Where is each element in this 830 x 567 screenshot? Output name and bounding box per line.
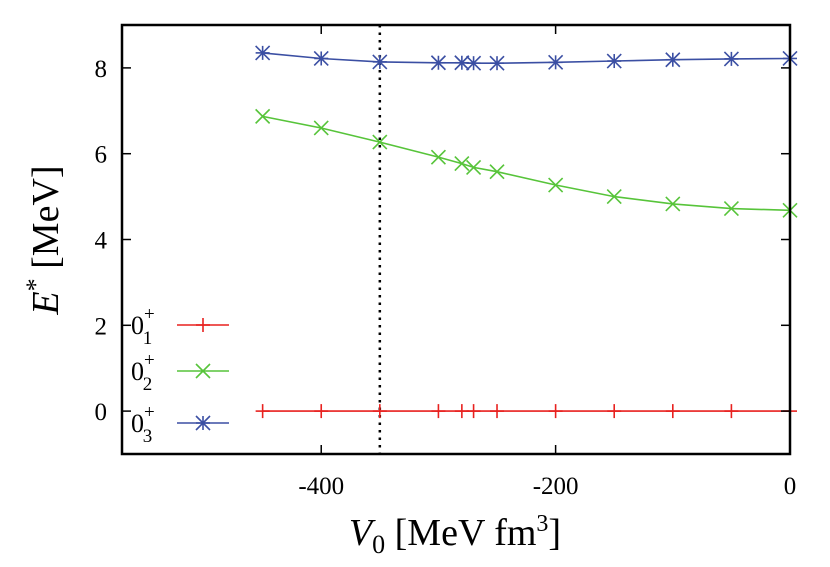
data-point [548, 54, 564, 70]
data-point [665, 52, 681, 68]
data-point [372, 54, 388, 70]
y-axis-label: E* [MeV] [21, 165, 67, 315]
data-point [430, 149, 446, 165]
legend: 0+ 10+ 2 0+ 3 [131, 304, 229, 447]
data-point [665, 404, 680, 419]
legend-marker [195, 363, 211, 379]
data-point [454, 404, 469, 419]
series-2 [255, 108, 798, 218]
x-tick-label: -200 [533, 473, 579, 500]
data-point [313, 50, 329, 67]
y-tick-label: 6 [95, 142, 108, 169]
data-point [431, 404, 446, 419]
data-point [724, 404, 739, 419]
legend-label: 0+ 2 [131, 350, 155, 395]
axis-labels: V0 [MeV fm3] E* [MeV] [21, 165, 561, 559]
x-axis-label: V0 [MeV fm3] [349, 511, 561, 559]
series-line [262, 115, 791, 212]
data-point [454, 156, 470, 172]
data-point [255, 45, 271, 61]
data-point [466, 55, 482, 71]
series-line [262, 52, 791, 65]
legend-entry-1: 0+ 1 [131, 304, 229, 349]
axes: 0 2 4 6 8 -400 -200 0 [95, 23, 797, 500]
y-tick-label: 0 [95, 399, 108, 426]
data-point [606, 189, 622, 205]
data-point [607, 404, 622, 419]
data-point [665, 196, 681, 212]
data-point [489, 55, 505, 71]
y-tick-label: 4 [95, 228, 108, 255]
series-3 [255, 45, 798, 71]
data-point [490, 404, 505, 419]
series-1 [255, 404, 797, 419]
legend-marker [196, 318, 210, 332]
data-point [548, 177, 564, 193]
data-point [372, 404, 387, 419]
legend-entry-2: 0+ 2 [131, 350, 229, 395]
data-point [430, 55, 446, 71]
y-tick-label: 8 [95, 56, 108, 83]
x-tick-label: -400 [298, 473, 344, 500]
data-point [466, 404, 481, 419]
data-point [548, 404, 563, 419]
data-point [723, 201, 739, 217]
plot-area [255, 25, 798, 454]
y-tick-label: 2 [95, 313, 108, 340]
data-point [372, 134, 388, 150]
data-point [314, 404, 329, 419]
data-point [313, 120, 329, 136]
data-point [454, 55, 470, 71]
data-point [723, 51, 739, 67]
data-point [489, 164, 505, 180]
data-point [255, 404, 270, 419]
x-tick-label: 0 [784, 473, 797, 500]
legend-entry-3: 0+ 3 [131, 402, 229, 447]
legend-label: 0+ 3 [131, 402, 155, 447]
data-point [466, 159, 482, 175]
legend-marker [195, 415, 211, 431]
legend-label: 0+ 1 [131, 304, 155, 349]
plot-frame [120, 23, 792, 456]
data-point [606, 53, 622, 69]
data-point [255, 108, 271, 124]
